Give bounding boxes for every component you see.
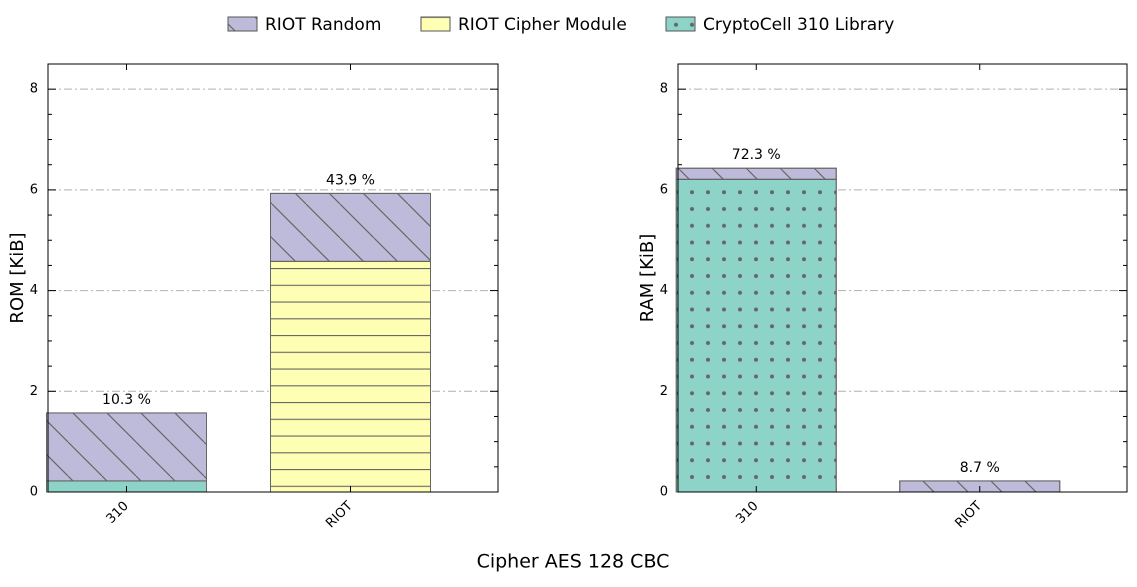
bar-hatch: [270, 192, 431, 262]
y-axis-label: ROM [KiB]: [7, 232, 28, 323]
y-tick-label: 0: [660, 485, 668, 500]
x-axis-label: Cipher AES 128 CBC: [477, 551, 670, 573]
x-tick-label: 310: [733, 499, 761, 527]
y-tick-label: 0: [30, 485, 38, 500]
legend-label: RIOT Cipher Module: [458, 15, 627, 35]
legend-label: CryptoCell 310 Library: [703, 15, 894, 35]
bar-label: 43.9 %: [326, 172, 375, 188]
x-tick-label: RIOT: [952, 499, 985, 532]
y-tick-label: 6: [660, 182, 668, 197]
y-tick-label: 2: [660, 384, 668, 399]
bar-hatch: [675, 167, 837, 180]
y-tick-label: 2: [30, 384, 38, 399]
bar-label: 8.7 %: [960, 460, 1000, 476]
x-tick-label: 310: [104, 499, 132, 527]
legend-hatch: [665, 16, 696, 32]
legend-label: RIOT Random: [265, 15, 381, 35]
plot-frame: [47, 63, 499, 493]
bar-hatch: [270, 260, 431, 493]
y-tick-label: 8: [30, 82, 38, 97]
plot-frame: [677, 63, 1128, 493]
x-tick-label: RIOT: [323, 499, 356, 532]
legend-hatch: [420, 16, 451, 32]
y-tick-label: 8: [660, 82, 668, 97]
y-tick-label: 4: [30, 283, 38, 298]
bar-hatch: [46, 412, 207, 482]
bar-hatch: [675, 178, 837, 493]
legend-hatch: [227, 16, 258, 32]
y-tick-label: 4: [660, 283, 668, 298]
bar-label: 72.3 %: [732, 147, 781, 163]
bar-label: 10.3 %: [102, 392, 151, 408]
y-tick-label: 6: [30, 182, 38, 197]
y-axis-label: RAM [KiB]: [637, 234, 658, 323]
